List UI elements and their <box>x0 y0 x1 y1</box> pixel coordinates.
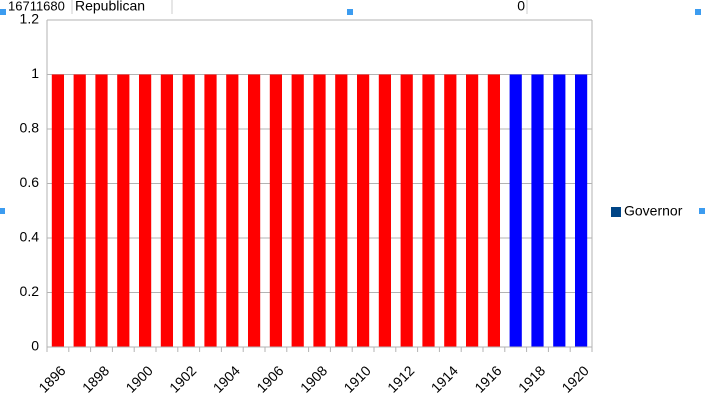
bar <box>95 74 108 347</box>
bar <box>226 74 239 347</box>
y-tick-label: 0.2 <box>20 283 40 299</box>
bar <box>356 74 370 347</box>
bar <box>422 74 435 347</box>
legend-label: Governor <box>624 203 683 219</box>
bar <box>182 74 195 347</box>
bar <box>51 74 65 347</box>
bar <box>465 74 479 347</box>
bar <box>553 74 566 347</box>
bar <box>335 74 348 347</box>
bar <box>313 74 326 347</box>
bar <box>509 74 522 347</box>
y-tick-label: 0.6 <box>20 174 40 190</box>
bar <box>291 74 304 347</box>
cell-text: 16711680 <box>8 0 65 13</box>
bar <box>487 74 501 347</box>
cell-text: Republican <box>75 0 145 14</box>
bar <box>400 74 413 347</box>
bar <box>247 74 261 347</box>
y-tick-label: 0.8 <box>20 120 40 136</box>
bar <box>444 74 457 347</box>
bar <box>531 74 544 347</box>
bar <box>204 74 217 347</box>
y-tick-label: 0.4 <box>20 229 40 245</box>
selection-handles <box>0 9 705 214</box>
legend-swatch <box>611 207 621 217</box>
bar <box>160 74 174 347</box>
bar <box>269 74 283 347</box>
y-tick-label: 1.2 <box>20 11 40 27</box>
cell-text: 0 <box>517 0 525 14</box>
y-tick-label: 0 <box>31 338 39 354</box>
bar <box>138 74 152 347</box>
y-tick-label: 1 <box>31 65 39 81</box>
bar <box>378 74 392 347</box>
bar <box>73 74 86 347</box>
bar <box>574 74 588 347</box>
bar <box>117 74 130 347</box>
